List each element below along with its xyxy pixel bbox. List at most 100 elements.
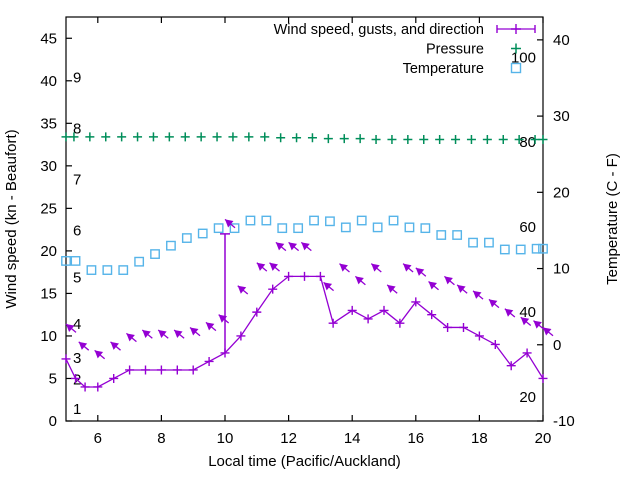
pressure-point xyxy=(482,134,492,144)
y-tick-label: 10 xyxy=(40,328,57,345)
wind-direction-arrow xyxy=(256,262,268,272)
fahrenheit-label: 100 xyxy=(511,50,536,67)
legend-sample-plus xyxy=(511,43,521,54)
beaufort-label: 7 xyxy=(73,172,81,189)
temperature-point xyxy=(86,265,97,275)
wind-speed-point xyxy=(236,331,246,341)
pressure-point xyxy=(148,132,158,142)
fahrenheit-label: 80 xyxy=(519,134,536,151)
temperature-point xyxy=(213,223,224,234)
y2-tick-label: 10 xyxy=(553,261,570,278)
temperature-point xyxy=(420,223,431,234)
beaufort-label: 3 xyxy=(73,350,81,367)
y-axis-title: Wind speed (kn - Beaufort) xyxy=(3,129,20,308)
wind-direction-arrow xyxy=(275,241,287,252)
beaufort-label: 1 xyxy=(73,401,81,418)
wind-speed-line xyxy=(65,275,544,388)
pressure-point xyxy=(387,134,397,144)
wind-speed-point xyxy=(252,307,262,317)
wind-direction-arrow xyxy=(354,275,366,286)
wind-speed-point xyxy=(204,356,214,366)
pressure-point xyxy=(371,134,381,144)
wind-speed-point xyxy=(538,373,548,383)
wind-speed-point xyxy=(379,305,389,315)
wind-direction-arrow xyxy=(237,285,249,295)
plot-frame xyxy=(65,16,544,422)
wind-direction-arrow xyxy=(110,341,121,351)
wind-speed-point xyxy=(443,322,453,332)
pressure-point xyxy=(69,132,79,142)
y2-tick-label: 0 xyxy=(553,337,561,354)
y-tick-label: 20 xyxy=(40,243,57,260)
fahrenheit-label: 20 xyxy=(519,389,536,406)
wind-direction-arrow xyxy=(402,263,414,273)
pressure-point xyxy=(212,132,222,142)
wind-speed-point xyxy=(506,361,516,371)
wind-direction-arrow xyxy=(323,281,335,292)
wind-speed-point xyxy=(459,322,468,332)
pressure-point xyxy=(538,134,548,144)
beaufort-label: 5 xyxy=(73,269,81,286)
beaufort-label: 8 xyxy=(73,121,81,138)
pressure-point xyxy=(323,134,333,144)
beaufort-label: 9 xyxy=(73,70,81,87)
y2-tick-label: 20 xyxy=(553,184,570,201)
pressure-point xyxy=(164,132,174,142)
y2-tick-label: -10 xyxy=(553,413,575,430)
wind-direction-arrow xyxy=(456,284,468,294)
pressure-point xyxy=(276,133,286,143)
wind-direction-arrow xyxy=(542,326,554,337)
wind-speed-point xyxy=(300,271,309,281)
x-tick-label: 20 xyxy=(535,430,552,447)
wind-direction-arrow xyxy=(533,320,544,330)
wind-speed-point xyxy=(80,382,90,392)
fahrenheit-label: 40 xyxy=(519,304,536,321)
wind-direction-arrow xyxy=(520,316,532,327)
y-tick-label: 35 xyxy=(40,115,57,132)
temperature-point xyxy=(261,215,272,226)
wind-speed-point xyxy=(71,373,81,383)
wind-speed-point xyxy=(188,365,198,375)
fahrenheit-label: 60 xyxy=(519,219,536,236)
wind-gust-errorbar xyxy=(220,233,230,353)
temperature-point xyxy=(325,216,335,227)
y-tick-label: 5 xyxy=(49,370,57,387)
wind-speed-point xyxy=(347,305,357,315)
legend-label: Pressure xyxy=(426,42,484,58)
wind-direction-arrow xyxy=(288,241,300,252)
wind-direction-arrow xyxy=(218,314,230,324)
pressure-point xyxy=(180,132,190,142)
wind-speed-point xyxy=(328,318,338,328)
y-tick-label: 15 xyxy=(40,285,57,302)
wind-direction-arrow xyxy=(386,284,398,294)
wind-direction-arrow xyxy=(415,267,427,277)
wind-direction-arrow xyxy=(300,241,312,252)
temperature-point xyxy=(166,240,176,251)
pressure-point xyxy=(133,132,143,142)
wind-direction-arrow xyxy=(339,263,350,273)
y-tick-label: 45 xyxy=(40,30,57,47)
y-tick-label: 25 xyxy=(40,200,57,217)
temperature-point xyxy=(404,222,415,233)
wind-speed-point xyxy=(411,297,421,307)
temperature-point xyxy=(118,265,129,275)
wind-speed-point xyxy=(490,339,500,349)
wind-direction-arrow xyxy=(65,323,77,333)
temperature-point xyxy=(356,215,367,226)
wind-direction-arrow xyxy=(141,329,153,339)
temperature-point xyxy=(293,223,304,234)
temperature-point xyxy=(468,237,478,248)
wind-direction-arrow xyxy=(224,218,236,229)
wind-direction-arrow xyxy=(488,298,500,309)
pressure-point xyxy=(260,132,270,142)
pressure-point xyxy=(355,134,365,144)
wind-direction-arrow xyxy=(269,262,280,272)
x-tick-label: 12 xyxy=(280,430,297,447)
temperature-point xyxy=(452,230,463,240)
temperature-point xyxy=(181,233,192,243)
y2-axis-title: Temperature (C - F) xyxy=(604,153,621,285)
x-tick-label: 14 xyxy=(344,430,361,447)
wind-speed-point xyxy=(93,382,103,392)
pressure-point xyxy=(466,134,476,144)
wind-direction-arrow xyxy=(472,290,484,300)
